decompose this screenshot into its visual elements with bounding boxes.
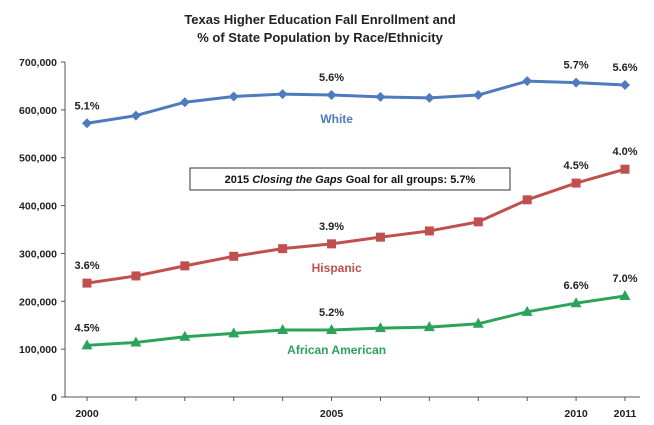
data-label: 4.0% bbox=[612, 146, 637, 158]
y-tick-label: 0 bbox=[51, 392, 57, 404]
data-label: 5.1% bbox=[74, 100, 99, 112]
goal-annotation-prefix: 2015 bbox=[225, 174, 253, 186]
data-point-triangle bbox=[374, 322, 386, 333]
data-point-square bbox=[229, 251, 239, 261]
data-point-triangle bbox=[423, 321, 435, 332]
data-point-diamond bbox=[228, 91, 239, 102]
data-point-square bbox=[278, 244, 288, 254]
data-point-triangle bbox=[228, 327, 240, 338]
series-hispanic: 3.6% 3.9% 4.5% 4.0% Hispanic bbox=[74, 146, 638, 288]
data-point-triangle bbox=[619, 290, 631, 301]
data-point-triangle bbox=[277, 324, 289, 334]
data-label: 5.6% bbox=[319, 72, 344, 84]
data-point-square bbox=[571, 178, 581, 188]
series-line bbox=[86, 294, 626, 347]
data-point-square bbox=[327, 239, 337, 249]
series-african-american: 4.5% 5.2% 6.6% 7.0% African American bbox=[74, 273, 637, 357]
y-tick-label: 700,000 bbox=[19, 57, 57, 69]
data-label: 5.6% bbox=[612, 62, 637, 74]
goal-annotation-text: 2015 Closing the Gaps Goal for all group… bbox=[225, 174, 476, 186]
data-point-square bbox=[424, 226, 434, 236]
data-point-triangle bbox=[179, 330, 191, 341]
data-point-triangle bbox=[130, 336, 142, 347]
data-point-diamond bbox=[326, 90, 337, 101]
data-point-diamond bbox=[179, 97, 190, 108]
data-label: 4.5% bbox=[74, 322, 99, 334]
data-point-diamond bbox=[130, 110, 141, 121]
series-line bbox=[86, 79, 626, 125]
x-tick-label: 2000 bbox=[75, 408, 99, 420]
data-label: 5.7% bbox=[564, 60, 589, 72]
data-point-square bbox=[522, 195, 532, 205]
y-tick-label: 400,000 bbox=[19, 201, 57, 213]
data-point-square bbox=[82, 278, 92, 288]
y-tick-label: 600,000 bbox=[19, 105, 57, 117]
data-label: 5.2% bbox=[319, 307, 344, 319]
data-point-diamond bbox=[424, 92, 435, 103]
goal-annotation-italic: Closing the Gaps bbox=[252, 174, 342, 186]
series-name-label: White bbox=[320, 112, 353, 126]
data-point-triangle bbox=[472, 317, 484, 328]
data-point-square bbox=[375, 232, 385, 242]
goal-annotation: 2015 Closing the Gaps Goal for all group… bbox=[189, 167, 511, 191]
series-name-label: Hispanic bbox=[312, 261, 362, 275]
x-tick-label: 2010 bbox=[564, 408, 588, 420]
series-layer: 5.1% 5.6% 5.7% 5.6% White 3.6% 3.9% 4.5% 4.0% His… bbox=[74, 60, 637, 357]
data-point-diamond bbox=[277, 89, 288, 100]
y-tick-label: 500,000 bbox=[19, 153, 57, 165]
data-label: 3.9% bbox=[319, 221, 344, 233]
chart-title-line-2: % of State Population by Race/Ethnicity bbox=[197, 30, 443, 45]
data-point-square bbox=[131, 271, 141, 281]
goal-annotation-box bbox=[189, 167, 511, 191]
data-point-square bbox=[180, 261, 190, 271]
data-point-triangle bbox=[81, 339, 93, 350]
data-label: 3.6% bbox=[74, 260, 99, 272]
data-point-diamond bbox=[522, 76, 533, 87]
data-label: 7.0% bbox=[612, 273, 637, 285]
chart-title-line-1: Texas Higher Education Fall Enrollment a… bbox=[184, 12, 455, 27]
data-label: 4.5% bbox=[564, 160, 589, 172]
data-point-diamond bbox=[571, 77, 582, 88]
x-tick-label: 2005 bbox=[320, 408, 344, 420]
data-label: 6.6% bbox=[564, 280, 589, 292]
data-point-triangle bbox=[570, 297, 582, 308]
data-point-square bbox=[473, 217, 483, 227]
x-tick-label: 2011 bbox=[614, 408, 637, 420]
data-point-diamond bbox=[375, 91, 386, 102]
data-point-diamond bbox=[620, 79, 630, 90]
series-line bbox=[86, 167, 626, 285]
goal-annotation-suffix: Goal for all groups: 5.7% bbox=[343, 174, 476, 186]
data-point-diamond bbox=[473, 90, 484, 101]
y-tick-label: 100,000 bbox=[19, 344, 57, 356]
data-point-triangle bbox=[521, 305, 533, 316]
y-tick-label: 200,000 bbox=[19, 296, 57, 308]
series-white: 5.1% 5.6% 5.7% 5.6% White bbox=[74, 60, 638, 129]
axes-group: 0 100,000 200,000 300,000 400,000 500,000 600,… bbox=[19, 57, 640, 420]
series-name-label: African American bbox=[287, 343, 386, 357]
data-point-diamond bbox=[82, 118, 92, 129]
data-point-square bbox=[620, 164, 630, 174]
y-tick-label: 300,000 bbox=[19, 248, 57, 260]
data-point-triangle bbox=[326, 324, 338, 334]
